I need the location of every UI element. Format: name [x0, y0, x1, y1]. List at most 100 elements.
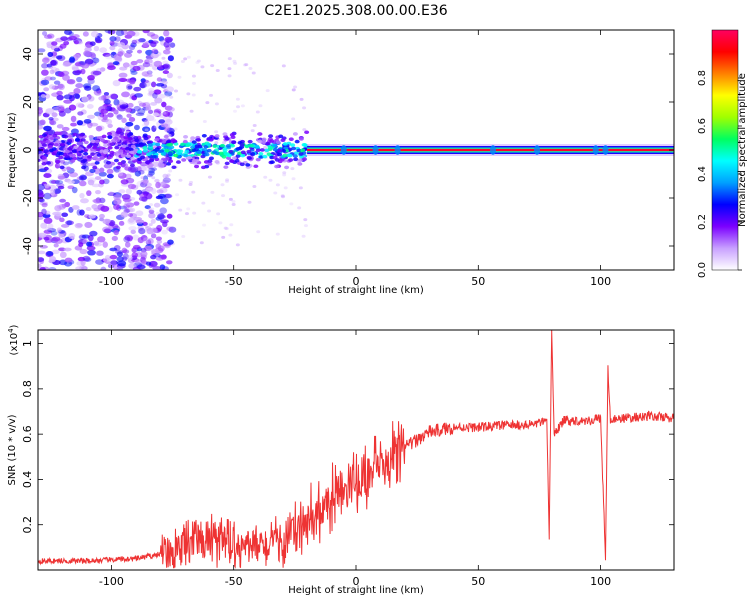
heatmap-cell — [201, 201, 206, 205]
heatmap-cell — [47, 228, 57, 233]
heatmap-cell — [138, 196, 148, 202]
heatmap-cell — [117, 161, 123, 166]
heatmap-cell — [125, 241, 131, 248]
heatmap-cell — [125, 173, 132, 180]
heatmap-cell — [231, 156, 237, 160]
heatmap-cell — [80, 175, 88, 180]
heatmap-cell — [95, 259, 104, 265]
heatmap-cell — [136, 189, 143, 195]
heatmap-cell — [291, 117, 296, 121]
heatmap-cell — [202, 223, 207, 227]
heatmap-cell — [274, 158, 280, 162]
heatmap-cell — [280, 194, 285, 198]
snr-y-scale-exponent: 4 — [7, 328, 15, 333]
heatmap-cell — [256, 230, 261, 234]
heatmap-cell — [120, 30, 128, 36]
heatmap-cell — [156, 77, 163, 82]
heatmap-cell — [54, 162, 61, 169]
heatmap-cell — [124, 125, 130, 131]
heatmap-cell — [214, 141, 219, 145]
heatmap-cell — [163, 134, 169, 139]
heatmap-cell — [164, 156, 170, 161]
heatmap-cell — [148, 167, 156, 174]
heatmap-cell — [142, 179, 149, 185]
heatmap-cell — [142, 62, 151, 68]
heatmap-cell — [131, 39, 138, 45]
heatmap-cell — [196, 150, 202, 155]
heatmap-cell — [152, 66, 157, 70]
heatmap-cell — [169, 42, 176, 48]
heatmap-cell — [61, 203, 67, 209]
heatmap-cell — [82, 31, 89, 37]
heatmap-cell — [293, 151, 299, 156]
heatmap-cell — [49, 76, 56, 81]
heatmap-cell — [113, 203, 120, 210]
heatmap-cell — [231, 202, 236, 206]
heatmap-cell — [56, 94, 64, 101]
heatmap-cell — [268, 178, 273, 182]
heatmap-cell — [110, 161, 116, 166]
heatmap-cell — [246, 149, 252, 154]
heatmap-cell — [109, 36, 117, 42]
heatmap-cell — [106, 173, 114, 179]
heatmap-cell — [97, 236, 106, 243]
heatmap-cell — [202, 120, 207, 124]
heatmap-cell — [89, 168, 96, 173]
heatmap-cell — [38, 232, 47, 238]
heatmap-cell — [134, 143, 140, 148]
heatmap-cell — [122, 140, 128, 145]
heatmap-cell — [140, 78, 146, 83]
heatmap-cell — [235, 146, 241, 151]
heatmap-cell — [301, 234, 306, 238]
heatmap-cell — [207, 159, 213, 163]
heatmap-cell — [48, 116, 54, 121]
heatmap-cell — [72, 34, 80, 39]
heatmap-cell — [158, 159, 164, 164]
heatmap-cell — [142, 149, 148, 153]
heatmap-cell — [177, 75, 182, 79]
colorbar: 0.0 0.2 0.4 0.6 0.8 Normalized spectral ampl… — [697, 29, 748, 278]
heatmap-cell — [107, 135, 113, 140]
heatmap-cell — [288, 158, 294, 162]
heatmap-cell — [77, 111, 84, 116]
heatmap-cell — [92, 155, 98, 160]
heatmap-cell — [53, 188, 62, 194]
heatmap-cell — [59, 142, 65, 147]
heatmap-cell — [150, 41, 157, 48]
y-tick-label: 1 — [21, 340, 34, 347]
heatmap-cell — [76, 141, 84, 146]
heatmap-cell — [145, 187, 154, 193]
heatmap-cell — [63, 94, 73, 100]
heatmap-cell — [120, 160, 126, 164]
heatmap-cell — [122, 253, 129, 260]
colorbar-tick-label: 0.2 — [697, 214, 708, 230]
heatmap-cell — [38, 142, 42, 147]
heatmap-cell — [93, 45, 100, 52]
heatmap-cell — [278, 134, 284, 139]
heatmap-cell — [143, 80, 151, 87]
heatmap-cell — [297, 206, 302, 210]
heatmap-cell — [191, 81, 196, 85]
heatmap-cell — [146, 70, 153, 75]
heatmap-cell — [115, 138, 121, 143]
heatmap-cell — [126, 49, 133, 54]
heatmap-cell — [142, 126, 151, 133]
heatmap-cell — [224, 161, 230, 166]
heatmap-cell — [76, 209, 82, 216]
heatmap-cell — [273, 191, 278, 195]
heatmap-cell — [82, 255, 91, 262]
heatmap-cell — [162, 70, 170, 75]
heatmap-cell — [80, 68, 86, 75]
heatmap-cell — [67, 134, 73, 139]
heatmap-cell — [49, 69, 55, 75]
heatmap-cell — [53, 142, 59, 147]
heatmap-cell — [45, 139, 51, 144]
heatmap-cell — [206, 148, 212, 153]
heatmap-blob — [340, 145, 347, 155]
heatmap-cell — [140, 250, 148, 258]
heatmap-cell — [128, 226, 137, 231]
heatmap-cell — [183, 135, 189, 139]
snr-x-label: Height of straight line (km) — [288, 585, 424, 596]
heatmap-cell — [114, 145, 120, 150]
heatmap-cell — [142, 237, 151, 244]
